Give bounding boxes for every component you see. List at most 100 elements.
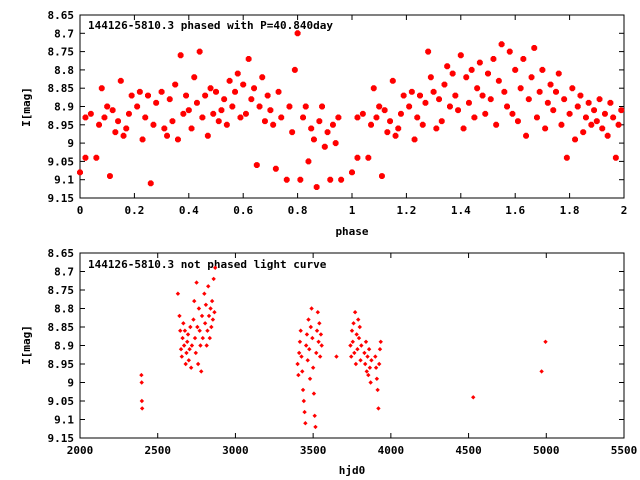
data-point: [296, 372, 301, 378]
data-point: [153, 99, 160, 106]
data-point: [305, 358, 310, 363]
data-point: [199, 114, 206, 121]
data-point: [300, 114, 306, 121]
data-point: [303, 343, 309, 348]
data-point: [209, 298, 215, 304]
data-point: [169, 118, 176, 125]
data-point: [109, 107, 116, 114]
data-point: [349, 354, 354, 359]
data-point: [354, 332, 359, 337]
data-point: [306, 317, 311, 322]
data-point: [197, 328, 202, 333]
data-point: [364, 369, 369, 374]
y-tick-label: 8.65: [48, 9, 75, 22]
data-point: [213, 88, 219, 95]
data-point: [387, 118, 393, 125]
x-tick-label: 4000: [378, 444, 405, 457]
data-point: [558, 121, 565, 128]
data-point: [158, 88, 165, 95]
data-point: [139, 406, 145, 411]
data-point: [104, 103, 111, 110]
y-axis-label: I[mag]: [20, 325, 33, 365]
data-point: [523, 132, 529, 139]
data-point: [294, 30, 301, 37]
data-point: [245, 56, 252, 62]
data-point: [259, 74, 266, 81]
data-point: [569, 85, 576, 92]
data-point: [506, 48, 513, 55]
data-point: [572, 136, 578, 143]
data-point: [198, 343, 203, 348]
data-point: [539, 369, 544, 374]
data-point: [482, 110, 489, 117]
data-point: [286, 103, 293, 110]
data-point: [376, 406, 381, 411]
data-point: [561, 96, 568, 103]
x-tick-label: 0.6: [233, 204, 253, 217]
data-point: [493, 121, 500, 128]
data-point: [381, 107, 388, 114]
phased-light-curve-panel: 8.65 8.7 8.75 8.8 8.85 8.9 8.95 9 9.05 9.1 9.150 0.…: [20, 9, 627, 238]
data-point: [588, 121, 595, 128]
data-point: [315, 310, 321, 315]
data-point: [248, 96, 255, 103]
data-point: [199, 313, 205, 319]
data-point: [212, 310, 217, 315]
chart-title: 144126-5810.3 phased with P=40.840day: [88, 19, 333, 32]
data-point: [185, 332, 191, 337]
data-point: [275, 88, 282, 95]
y-tick-label: 9.05: [48, 155, 75, 168]
data-point: [330, 121, 336, 128]
unphased-light-curve-panel: 8.65 8.7 8.75 8.8 8.85 8.9 8.95 9 9.05 9.1 9.15200…: [20, 247, 637, 477]
data-point: [142, 114, 149, 121]
data-point: [139, 136, 146, 143]
data-point: [136, 88, 143, 95]
data-point: [283, 176, 290, 183]
data-point: [150, 121, 157, 128]
data-point: [181, 321, 186, 326]
data-point: [204, 132, 211, 139]
y-axis-label: I[mag]: [20, 87, 33, 127]
data-point: [180, 335, 185, 341]
data-point: [363, 361, 368, 367]
data-point: [256, 103, 263, 110]
data-point: [316, 339, 321, 344]
data-point: [411, 136, 418, 143]
data-point: [207, 85, 214, 92]
data-point: [362, 350, 367, 356]
data-point: [123, 125, 130, 132]
data-point: [373, 365, 379, 370]
data-point: [463, 74, 470, 81]
chart-title: 144126-5810.3 not phased light curve: [88, 258, 327, 271]
data-point: [164, 132, 170, 139]
data-point: [237, 114, 244, 121]
data-point: [504, 103, 510, 110]
data-point: [539, 66, 546, 73]
data-point: [98, 85, 105, 92]
data-point: [192, 335, 198, 341]
data-point: [400, 92, 407, 99]
data-point: [471, 395, 476, 400]
x-tick-label: 1.4: [451, 204, 471, 217]
x-tick-label: 0.4: [179, 204, 199, 217]
data-point: [262, 118, 268, 125]
data-point: [528, 74, 535, 81]
data-point: [264, 92, 271, 99]
data-point: [517, 85, 524, 92]
data-point: [302, 409, 307, 415]
data-point: [317, 321, 322, 326]
data-point: [436, 96, 442, 103]
data-point: [547, 81, 554, 88]
data-point: [304, 332, 310, 337]
data-point: [574, 103, 581, 110]
data-point: [373, 114, 380, 121]
data-point: [553, 88, 559, 95]
data-point: [101, 114, 108, 121]
data-point: [531, 45, 538, 51]
data-point: [468, 66, 475, 73]
data-point: [199, 369, 204, 374]
data-point: [96, 121, 102, 128]
data-point: [82, 154, 89, 161]
data-point: [305, 158, 312, 165]
